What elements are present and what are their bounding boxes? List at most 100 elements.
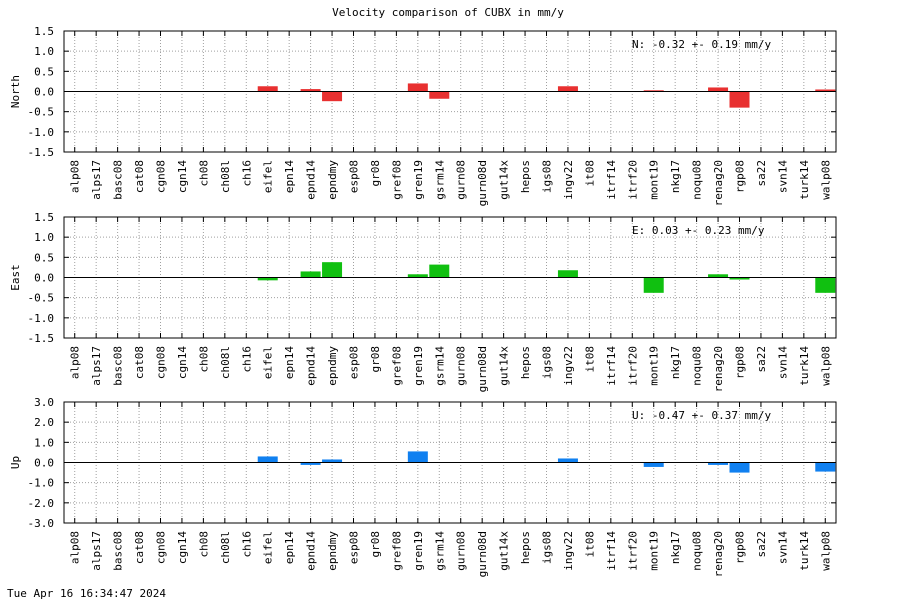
y-tick-label: 3.0 [34,396,54,409]
y-axis-label: Up [9,456,22,469]
x-tick-label: turk14 [798,346,811,386]
x-tick-label: walp08 [819,160,832,200]
x-tick-label: eifel [262,346,275,379]
bar-walp08 [815,277,836,293]
x-tick-label: gr08 [369,531,382,558]
x-tick-label: gut14x [498,160,511,200]
x-tick-label: epn14 [283,160,296,193]
x-tick-label: svn14 [776,531,789,564]
x-tick-label: ingv22 [562,346,575,386]
x-tick-label: eifel [262,531,275,564]
x-tick-label: ch08l [219,531,232,564]
x-tick-label: sa22 [755,346,768,373]
bar-renag20 [708,462,729,465]
x-tick-label: igs08 [541,346,554,379]
x-tick-label: alp08 [69,346,82,379]
stats-annotation: U: -0.47 +- 0.37 mm/y [632,409,771,422]
y-tick-label: 0.5 [34,251,54,264]
x-tick-label: cat08 [133,160,146,193]
bar-ingv22 [557,86,578,92]
x-tick-label: gren19 [412,160,425,200]
x-tick-label: ch08l [219,346,232,379]
x-tick-label: ch16 [240,160,253,187]
y-tick-label: 1.5 [34,211,54,224]
x-tick-label: esp08 [348,160,361,193]
x-tick-label: svn14 [776,346,789,379]
x-tick-label: turk14 [798,531,811,571]
x-tick-label: gurn08d [476,346,489,392]
x-tick-label: gref08 [390,531,403,571]
y-tick-label: 1.0 [34,45,54,58]
y-axis-label: East [9,264,22,291]
y-tick-label: -0.5 [28,106,55,119]
y-tick-label: -1.5 [28,146,55,159]
x-tick-label: cgn08 [155,531,168,564]
x-tick-label: epndmy [326,346,339,386]
x-tick-label: epn14 [283,531,296,564]
bar-epndmy [322,459,343,463]
x-tick-label: itrf14 [605,531,618,571]
y-tick-label: -2.0 [28,497,55,510]
x-tick-label: noqu08 [691,346,704,386]
bar-gsrm14 [429,264,450,278]
bar-epndmy [322,262,343,278]
bar-epnd14 [300,89,321,92]
y-tick-label: 1.0 [34,436,54,449]
y-tick-label: 1.5 [34,25,54,38]
x-tick-label: esp08 [348,531,361,564]
y-tick-label: 1.0 [34,231,54,244]
x-tick-label: gurn08d [476,531,489,577]
x-tick-label: renag20 [712,160,725,206]
x-tick-label: gr08 [369,160,382,187]
bar-gren19 [407,274,428,278]
x-tick-label: ch08 [197,531,210,558]
x-tick-label: sa22 [755,160,768,187]
x-tick-label: alp08 [69,160,82,193]
bar-mont19 [643,462,664,467]
bar-walp08 [815,89,836,92]
bar-eifel [257,277,278,281]
x-tick-label: alp08 [69,531,82,564]
x-tick-label: ch08l [219,160,232,193]
y-tick-label: 0.0 [34,86,54,99]
x-tick-label: gref08 [390,346,403,386]
x-tick-label: itrf20 [626,160,639,200]
x-tick-label: walp08 [819,531,832,571]
x-tick-label: nkg17 [669,346,682,379]
x-tick-label: ingv22 [562,160,575,200]
bar-eifel [257,86,278,92]
y-tick-label: 0.0 [34,457,54,470]
bar-ingv22 [557,458,578,463]
x-tick-label: gsrm14 [433,346,446,386]
bar-renag20 [708,87,729,92]
bar-gsrm14 [429,91,450,99]
bar-rgp08 [729,277,750,280]
bar-rgp08 [729,91,750,108]
x-tick-label: epnd14 [305,346,318,386]
x-tick-label: gurn08 [455,531,468,571]
bar-rgp08 [729,462,750,473]
x-tick-label: turk14 [798,160,811,200]
x-tick-label: cgn08 [155,346,168,379]
x-tick-label: itrf14 [605,346,618,386]
x-tick-label: rgp08 [734,160,747,193]
x-tick-label: cat08 [133,346,146,379]
x-tick-label: gurn08 [455,346,468,386]
x-tick-label: gurn08 [455,160,468,200]
bar-mont19 [643,277,664,293]
plot-frame [63,30,837,153]
bar-epnd14 [300,271,321,278]
x-tick-label: basc08 [112,531,125,571]
x-tick-label: epnd14 [305,160,318,200]
x-tick-label: basc08 [112,160,125,200]
x-tick-label: noqu08 [691,160,704,200]
x-tick-label: igs08 [541,160,554,193]
x-tick-label: gren19 [412,346,425,386]
bar-gren19 [407,83,428,92]
x-tick-label: mont19 [648,160,661,200]
x-tick-label: it08 [583,346,596,373]
timestamp: Tue Apr 16 16:34:47 2024 [7,587,166,600]
bar-epnd14 [300,462,321,465]
x-tick-label: itrf20 [626,531,639,571]
y-tick-label: -1.5 [28,332,55,345]
